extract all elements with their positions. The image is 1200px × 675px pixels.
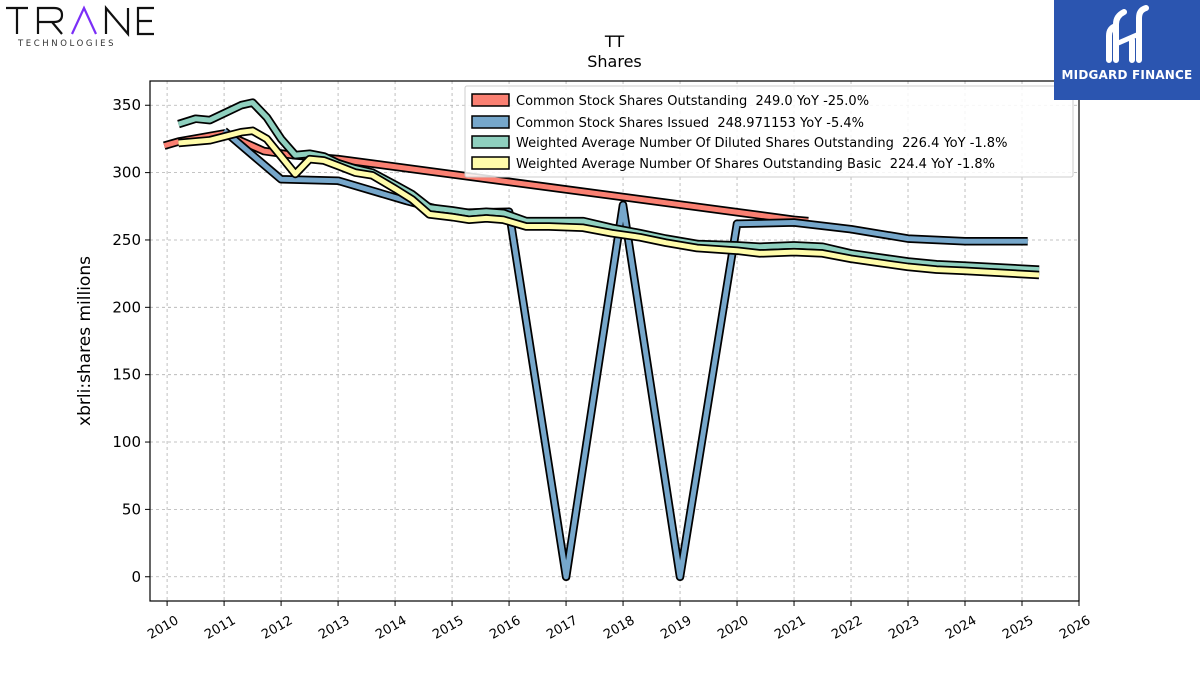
legend: Common Stock Shares Outstanding 249.0 Yo… bbox=[464, 85, 1074, 178]
x-tick-label: 2019 bbox=[658, 613, 694, 643]
x-tick-label: 2013 bbox=[316, 613, 352, 643]
chart-subtitle: Shares bbox=[587, 52, 642, 71]
x-tick-label: 2023 bbox=[886, 613, 922, 643]
y-tick-label: 250 bbox=[112, 231, 141, 249]
x-tick-label: 2024 bbox=[943, 613, 979, 643]
trane-wordmark: TECHNOLOGIES bbox=[6, 4, 154, 49]
y-tick-label: 200 bbox=[112, 298, 141, 316]
x-tick-label: 2017 bbox=[544, 613, 580, 643]
legend-swatch-outstanding bbox=[471, 93, 510, 107]
series-line-basic bbox=[178, 128, 1040, 278]
y-tick-label: 300 bbox=[112, 164, 141, 182]
trane-logo: TECHNOLOGIES bbox=[4, 2, 162, 50]
chart-title: TT bbox=[604, 32, 624, 51]
x-tick-label: 2011 bbox=[202, 613, 238, 643]
x-tick-label: 2022 bbox=[829, 613, 865, 643]
legend-label-diluted: Weighted Average Number Of Diluted Share… bbox=[516, 136, 1007, 151]
midgard-brand-text: MIDGARD FINANCE bbox=[1061, 68, 1193, 82]
x-tick-label: 2015 bbox=[430, 613, 466, 643]
legend-swatch-diluted bbox=[471, 135, 510, 149]
plot-frame bbox=[149, 80, 1080, 602]
legend-box bbox=[464, 85, 1074, 178]
legend-label-basic: Weighted Average Number Of Shares Outsta… bbox=[516, 157, 995, 172]
series-lines bbox=[163, 98, 1040, 582]
y-tick-label: 150 bbox=[112, 366, 141, 384]
x-tick-label: 2021 bbox=[772, 613, 808, 643]
legend-swatch-basic bbox=[471, 156, 510, 170]
y-tick-label: 0 bbox=[131, 568, 141, 586]
x-tick-label: 2026 bbox=[1057, 613, 1093, 643]
y-tick-label: 350 bbox=[112, 96, 141, 114]
series-line-diluted bbox=[177, 100, 1040, 273]
trane-subtext: TECHNOLOGIES bbox=[17, 39, 116, 49]
x-tick-label: 2010 bbox=[145, 613, 181, 643]
x-tick-label: 2016 bbox=[487, 613, 523, 643]
legend-label-issued: Common Stock Shares Issued 248.971153 Yo… bbox=[516, 116, 864, 131]
legend-label-outstanding: Common Stock Shares Outstanding 249.0 Yo… bbox=[516, 94, 869, 109]
x-tick-label: 2012 bbox=[259, 613, 295, 643]
midgard-finance-logo: MIDGARD FINANCE bbox=[1054, 0, 1200, 100]
y-tick-label: 100 bbox=[112, 433, 141, 451]
x-tick-label: 2014 bbox=[373, 613, 409, 643]
series-line-issued bbox=[222, 128, 1028, 580]
y-axis-label: xbrli:shares millions bbox=[75, 256, 95, 426]
x-tick-label: 2020 bbox=[715, 613, 751, 643]
x-tick-label: 2018 bbox=[601, 613, 637, 643]
x-tick-label: 2025 bbox=[1000, 613, 1036, 643]
y-tick-label: 50 bbox=[122, 500, 141, 518]
axis-ticks: 2010 2011 2012 2013 2014 2015 2016 2017 2018 2019… bbox=[112, 96, 1093, 642]
legend-swatch-issued bbox=[471, 115, 510, 129]
midgard-emblem-icon bbox=[1106, 5, 1149, 63]
